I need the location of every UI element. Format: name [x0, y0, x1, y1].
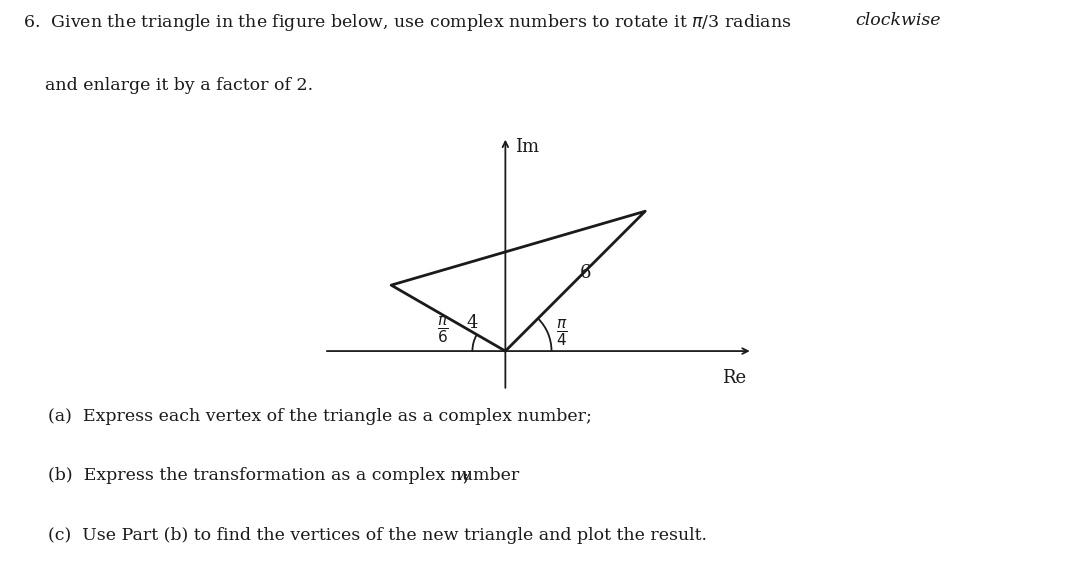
Text: (b)  Express the transformation as a complex number: (b) Express the transformation as a comp… — [48, 467, 524, 484]
Text: clockwise: clockwise — [855, 13, 940, 29]
Text: (c)  Use Part (b) to find the vertices of the new triangle and plot the result.: (c) Use Part (b) to find the vertices of… — [48, 527, 707, 544]
Text: $\dfrac{\pi}{6}$: $\dfrac{\pi}{6}$ — [437, 315, 449, 344]
Text: (a)  Express each vertex of the triangle as a complex number;: (a) Express each vertex of the triangle … — [48, 408, 592, 425]
Text: Re: Re — [722, 369, 746, 387]
Text: Im: Im — [515, 139, 538, 156]
Text: $\dfrac{\pi}{4}$: $\dfrac{\pi}{4}$ — [555, 318, 567, 348]
Text: ;: ; — [462, 467, 468, 484]
Text: w: w — [455, 467, 470, 484]
Text: 4: 4 — [467, 314, 478, 332]
Text: 6.  Given the triangle in the figure below, use complex numbers to rotate it $\p: 6. Given the triangle in the figure belo… — [23, 13, 793, 33]
Text: and enlarge it by a factor of 2.: and enlarge it by a factor of 2. — [23, 77, 313, 94]
Text: 6: 6 — [580, 264, 592, 282]
